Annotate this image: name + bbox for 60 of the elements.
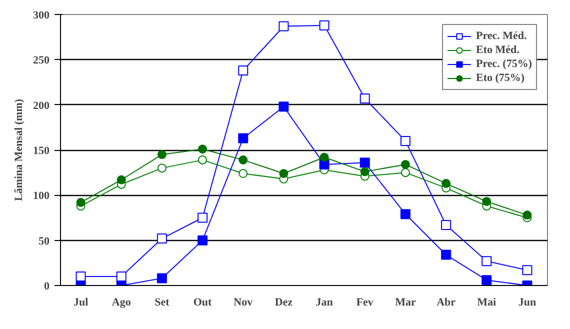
point — [76, 271, 86, 282]
point — [198, 144, 208, 154]
point — [116, 271, 126, 282]
y-tick-label: 300 — [33, 10, 50, 22]
legend-label: Prec. Méd. — [476, 29, 527, 43]
point — [442, 178, 451, 188]
y-tick-label: 150 — [33, 145, 50, 157]
point — [238, 133, 248, 144]
y-tick-label: 100 — [33, 190, 50, 202]
point — [116, 175, 126, 184]
point — [157, 150, 166, 160]
point — [238, 155, 248, 164]
legend-label: Eto Méd. — [476, 43, 520, 57]
legend-label: Eto (75%) — [476, 71, 525, 85]
point — [400, 168, 410, 178]
point — [198, 212, 208, 223]
point — [482, 197, 492, 206]
legend-label: Prec. (75%) — [476, 57, 532, 71]
point — [320, 152, 329, 162]
point — [522, 210, 532, 220]
x-tick-label: Jul — [73, 296, 88, 308]
point — [319, 20, 330, 30]
point — [278, 21, 289, 32]
x-tick-label: Jan — [316, 296, 333, 308]
point — [156, 234, 167, 244]
y-tick-label: 200 — [33, 100, 50, 112]
point — [76, 198, 86, 207]
point — [157, 164, 166, 173]
x-tick-label: Jun — [518, 296, 536, 308]
point — [400, 160, 410, 169]
point — [238, 66, 248, 76]
point — [441, 250, 452, 260]
y-axis-title: Lâmina Mensal (mm) — [13, 98, 25, 202]
point — [400, 136, 410, 146]
point — [360, 94, 370, 104]
x-tick-label: Abr — [436, 296, 456, 308]
point — [198, 155, 208, 164]
point — [238, 168, 248, 178]
x-tick-label: Set — [154, 296, 170, 308]
point — [522, 265, 532, 276]
x-tick-label: Dez — [274, 296, 293, 308]
y-tick-label: 250 — [33, 54, 50, 67]
x-tick-label: Out — [193, 296, 212, 308]
point — [156, 273, 167, 284]
x-tick-label: Mai — [477, 296, 496, 308]
point — [278, 102, 289, 112]
point — [441, 220, 452, 230]
point — [279, 168, 288, 178]
point — [360, 167, 370, 176]
point — [400, 209, 410, 220]
x-tick-label: Nov — [234, 296, 254, 308]
point — [482, 256, 492, 266]
point — [198, 235, 208, 246]
x-tick-label: Mar — [395, 296, 416, 308]
x-tick-label: Ago — [112, 296, 132, 308]
point — [360, 158, 370, 168]
y-tick-label: 0 — [44, 280, 50, 292]
point — [482, 275, 492, 286]
x-tick-label: Fev — [356, 296, 374, 308]
y-tick-label: 50 — [38, 235, 50, 248]
